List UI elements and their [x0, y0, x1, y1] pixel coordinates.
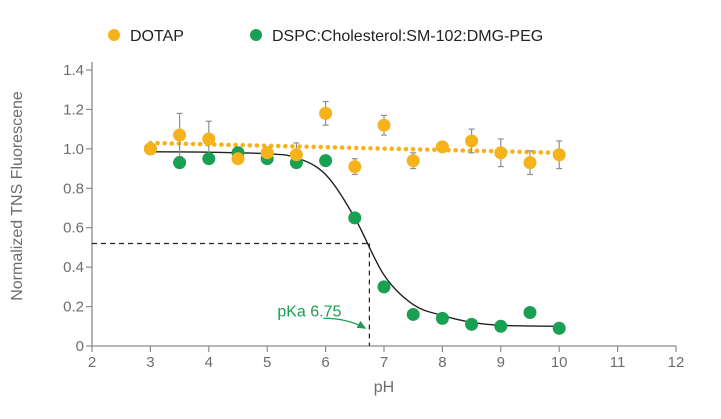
- dotap-point: [465, 134, 479, 148]
- y-ticks: 0 0.2 0.4 0.6 0.8 1.0 1.2 1.4: [63, 62, 92, 355]
- y-tick-label: 0.6: [63, 220, 84, 237]
- x-tick-label: 2: [88, 354, 96, 371]
- dotap-point: [143, 142, 157, 156]
- lnp-point: [348, 211, 362, 225]
- lnp-point: [406, 307, 420, 321]
- legend: DOTAP DSPC:Cholesterol:SM-102:DMG-PEG: [108, 28, 543, 45]
- legend-marker-dotap: [108, 29, 120, 41]
- x-tick-label: 8: [438, 354, 446, 371]
- dotap-point: [319, 106, 333, 120]
- dotap-point: [435, 140, 449, 154]
- lnp-point: [552, 321, 566, 335]
- y-tick-label: 0.2: [63, 299, 84, 316]
- pka-guide-lines: [92, 242, 370, 346]
- x-tick-label: 7: [380, 354, 388, 371]
- dotap-point: [348, 160, 362, 174]
- x-ticks: 2 3 4 5 6 7 8 9 10 11 12: [88, 346, 685, 371]
- dotap-fit-line: [148, 140, 562, 156]
- x-tick-label: 11: [610, 354, 626, 371]
- lnp-point: [523, 305, 537, 319]
- dotap-point: [552, 148, 566, 162]
- pka-annotation: pKa 6.75: [277, 303, 367, 329]
- y-tick-label: 0.4: [63, 259, 84, 276]
- y-tick-label: 1.4: [63, 62, 84, 79]
- legend-marker-lnp: [250, 29, 262, 41]
- y-tick-label: 0.8: [63, 180, 84, 197]
- legend-label-dotap: DOTAP: [130, 28, 184, 45]
- y-tick-label: 1.0: [63, 141, 84, 158]
- y-tick-label: 0: [76, 338, 84, 355]
- lnp-point: [494, 319, 508, 333]
- x-tick-label: 3: [146, 354, 154, 371]
- pka-arrow: [323, 317, 367, 329]
- dotap-point: [202, 132, 216, 146]
- dotap-point: [377, 118, 391, 132]
- x-tick-label: 4: [205, 354, 213, 371]
- x-tick-label: 12: [668, 354, 685, 371]
- lnp-fit-curve: [150, 151, 560, 327]
- lnp-point: [202, 152, 216, 166]
- lnp-point: [377, 280, 391, 294]
- dotap-point: [494, 146, 508, 160]
- dotap-point: [289, 148, 303, 162]
- x-axis-title: pH: [374, 379, 394, 396]
- dotap-point: [231, 152, 245, 166]
- y-tick-label: 1.2: [63, 101, 84, 118]
- dotap-point: [173, 128, 187, 142]
- y-axis-title: Normalized TNS Fluorescene: [9, 91, 26, 301]
- axes: 2 3 4 5 6 7 8 9 10 11 12 0 0.2 0.4 0.6 0.8 1.0 1.2 1.4 pH…: [9, 62, 684, 396]
- lnp-point: [173, 156, 187, 170]
- dotap-point: [523, 156, 537, 170]
- x-tick-label: 5: [263, 354, 271, 371]
- x-tick-label: 10: [551, 354, 568, 371]
- legend-label-lnp: DSPC:Cholesterol:SM-102:DMG-PEG: [272, 28, 543, 45]
- data-points: [143, 106, 566, 335]
- lnp-point: [435, 311, 449, 325]
- x-tick-label: 9: [497, 354, 505, 371]
- lnp-point: [465, 317, 479, 331]
- dotap-point: [406, 154, 420, 168]
- dotap-point: [260, 146, 274, 160]
- lnp-point: [319, 154, 333, 168]
- pka-label: pKa 6.75: [277, 303, 341, 320]
- x-tick-label: 6: [321, 354, 329, 371]
